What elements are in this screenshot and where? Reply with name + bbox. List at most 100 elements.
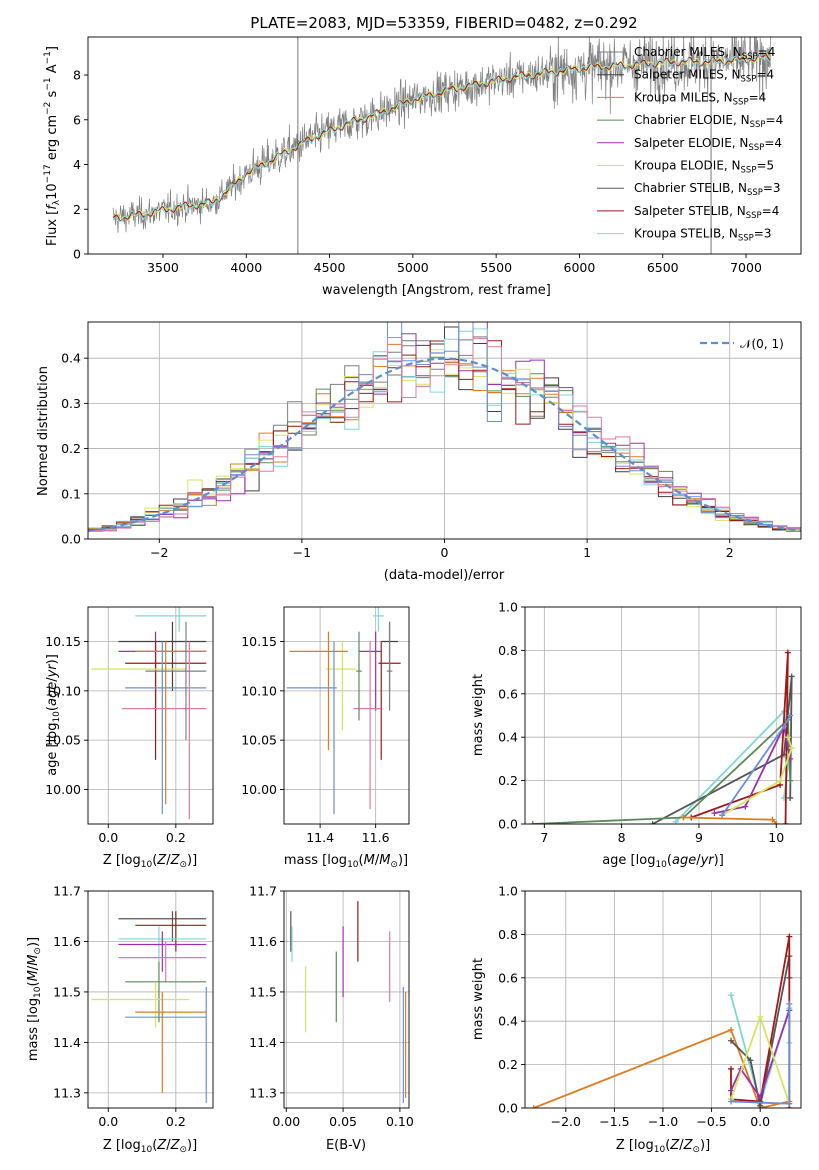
spectrum-xtick-label: 4500 xyxy=(314,260,346,275)
mass_vs_ebv-frame xyxy=(283,890,410,1109)
mass_vs_Z-ytick-label: 11.4 xyxy=(53,1035,81,1050)
age_vs_Z-ytick-label: 10.15 xyxy=(45,634,81,649)
mass_weight_vs_Z-ytick-label: 1.0 xyxy=(498,884,518,899)
legend-entry: Kroupa STELIB, NSSP=3 xyxy=(634,227,772,244)
mass_weight_vs_Z-frame xyxy=(524,890,802,1109)
age_vs_mass-xtick-label: 11.6 xyxy=(362,830,390,845)
mass_weight_vs_Z-grid xyxy=(525,890,801,1109)
mass-weight-series xyxy=(675,709,792,823)
mass_vs_ebv-ytick-label: 11.3 xyxy=(249,1085,277,1100)
spectrum-xtick-label: 3500 xyxy=(147,260,179,275)
ebv-xlabel: E(B-V) xyxy=(326,1138,366,1153)
mass_vs_Z-xtick-label: 0.0 xyxy=(98,1114,118,1129)
mass-weight-series xyxy=(683,816,777,824)
spectrum-ylabel: Flux [fλ10−17 erg cm−2 s−1 A−1] xyxy=(43,46,62,246)
mass-weight-marker xyxy=(786,1100,793,1107)
mass-weight-marker xyxy=(784,649,791,656)
mass-weight-marker xyxy=(788,745,795,752)
mass-weight-marker xyxy=(773,821,780,824)
mass-weight-marker xyxy=(787,712,794,719)
mass_weight_vs_age-xtick-label: 7 xyxy=(540,830,548,845)
age_vs_mass-ytick-label: 10.00 xyxy=(241,782,277,797)
legend-entry: Salpeter ELODIE, NSSP=4 xyxy=(634,136,782,153)
residuals-panel: (data-model)/error Normed distribution −… xyxy=(36,321,802,583)
mass_vs_ebv-ytick-label: 11.4 xyxy=(249,1035,277,1050)
spectrum-xtick-label: 4000 xyxy=(230,260,262,275)
mass-ylabel: mass [log10(M/M⊙)] xyxy=(26,937,43,1061)
mass_weight_vs_age-plot-area xyxy=(529,649,795,824)
age_vs_Z-xtick-label: 0.2 xyxy=(166,830,186,845)
residuals-ytick-label: 0.0 xyxy=(61,532,81,547)
mass-weight-ylabel-bottom: mass weight xyxy=(471,958,486,1040)
spectrum-ytick-label: 2 xyxy=(73,202,81,217)
residuals-xtick-label: 1 xyxy=(583,545,591,560)
age_vs_Z-frame xyxy=(87,606,214,825)
mass_weight_vs_age-ytick-label: 0.8 xyxy=(498,643,518,658)
age_vs_Z-plot-area xyxy=(91,607,207,820)
mass-weight-vs-metallicity-panel: mass weight Z [log10(Z/Z⊙)] −2.0 −1.5 −1.0… xyxy=(471,884,802,1155)
mass_weight_vs_age-xtick-label: 10 xyxy=(768,830,784,845)
mass-weight-series xyxy=(721,736,793,817)
residuals-xtick-label: −2 xyxy=(150,545,168,560)
legend-entry: Kroupa ELODIE, NSSP=5 xyxy=(634,159,774,176)
spectrum-model-line xyxy=(112,53,771,222)
spectrum-panel: PLATE=2083, MJD=53359, FIBERID=0482, z=0… xyxy=(43,14,802,298)
mass_weight_vs_Z-ytick-label: 0.8 xyxy=(498,927,518,942)
spectrum-xtick-label: 6500 xyxy=(647,260,679,275)
mass-weight-vs-age-panel: mass weight age [log10(age/yr)] 7 8 9 10 0.0… xyxy=(471,600,802,870)
age_vs_mass-plot-area xyxy=(286,607,401,815)
legend-entry: Salpeter STELIB, NSSP=4 xyxy=(634,204,779,221)
mass-weight-marker xyxy=(786,1000,793,1007)
mass_vs_ebv-plot-area xyxy=(290,901,407,1103)
age_vs_Z-xtick-label: 0.0 xyxy=(98,830,118,845)
mass-weight-marker xyxy=(728,1037,735,1044)
age_vs_mass-xtick-label: 11.4 xyxy=(306,830,334,845)
mass-weight-marker xyxy=(757,1013,764,1020)
residuals-ytick-label: 0.3 xyxy=(61,396,81,411)
mass_weight_vs_Z-ytick-label: 0.4 xyxy=(498,1014,518,1029)
mass_weight_vs_Z-xtick-label: −2.0 xyxy=(551,1114,581,1129)
age-xlabel: age [log10(age/yr)] xyxy=(602,853,724,870)
mass-weight-marker xyxy=(787,794,794,801)
age-ylabel: age [log10(age/yr)] xyxy=(45,654,62,776)
mass-weight-marker xyxy=(777,777,784,784)
legend-entry: Chabrier ELODIE, NSSP=4 xyxy=(634,113,783,130)
mass-weight-marker xyxy=(530,1105,537,1108)
mass_vs_ebv-ytick-label: 11.6 xyxy=(249,934,277,949)
normal-legend-label: 𝒩(0, 1) xyxy=(740,337,784,351)
mass_vs_ebv-xtick-label: 0.10 xyxy=(386,1114,414,1129)
mass-weight-series xyxy=(721,715,791,816)
mass_weight_vs_age-ytick-label: 0.2 xyxy=(498,773,518,788)
legend-entry: Salpeter MILES, NSSP=4 xyxy=(634,68,774,85)
residuals-ytick-label: 0.1 xyxy=(61,486,81,501)
mass_weight_vs_age-ytick-label: 0.6 xyxy=(498,686,518,701)
metallicity-xlabel-right: Z [log10(Z/Z⊙)] xyxy=(616,1138,710,1155)
mass_vs_Z-ytick-label: 11.7 xyxy=(53,884,81,899)
mass-weight-marker xyxy=(742,803,749,810)
mass-weight-marker xyxy=(719,812,726,819)
spectrum-xlabel: wavelength [Angstrom, rest frame] xyxy=(322,283,551,298)
mass-weight-marker xyxy=(769,816,776,823)
mass_vs_ebv-ytick-label: 11.5 xyxy=(249,984,277,999)
mass_weight_vs_age-xtick-label: 9 xyxy=(695,830,703,845)
spectrum-xtick-label: 7000 xyxy=(730,260,762,275)
mass-weight-marker xyxy=(728,1098,735,1105)
histogram-series xyxy=(88,337,801,534)
mass_weight_vs_age-ytick-label: 0.4 xyxy=(498,730,518,745)
age-vs-mass-panel: mass [log10(M/M⊙)] 11.4 11.6 10.00 10.05 10.… xyxy=(241,606,410,870)
metallicity-xlabel-top: Z [log10(Z/Z⊙)] xyxy=(103,853,197,870)
spectrum-plot-area xyxy=(112,37,771,254)
mass-weight-marker xyxy=(680,814,687,821)
mass-weight-series xyxy=(652,676,793,824)
mass_weight_vs_age-grid xyxy=(525,606,801,825)
mass_weight_vs_age-ytick-label: 0.0 xyxy=(498,817,518,832)
mass-weight-marker xyxy=(787,777,794,784)
spectrum-frame xyxy=(87,36,802,255)
mass_vs_ebv-ytick-label: 11.7 xyxy=(249,884,277,899)
mass-weight-marker xyxy=(788,673,795,680)
age-vs-metallicity-panel: age [log10(age/yr)] Z [log10(Z/Z⊙)] 0.0 0… xyxy=(45,606,214,870)
residuals-ytick-label: 0.2 xyxy=(61,441,81,456)
mass-weight-marker xyxy=(728,1026,735,1033)
metallicity-xlabel-bottom: Z [log10(Z/Z⊙)] xyxy=(103,1138,197,1155)
